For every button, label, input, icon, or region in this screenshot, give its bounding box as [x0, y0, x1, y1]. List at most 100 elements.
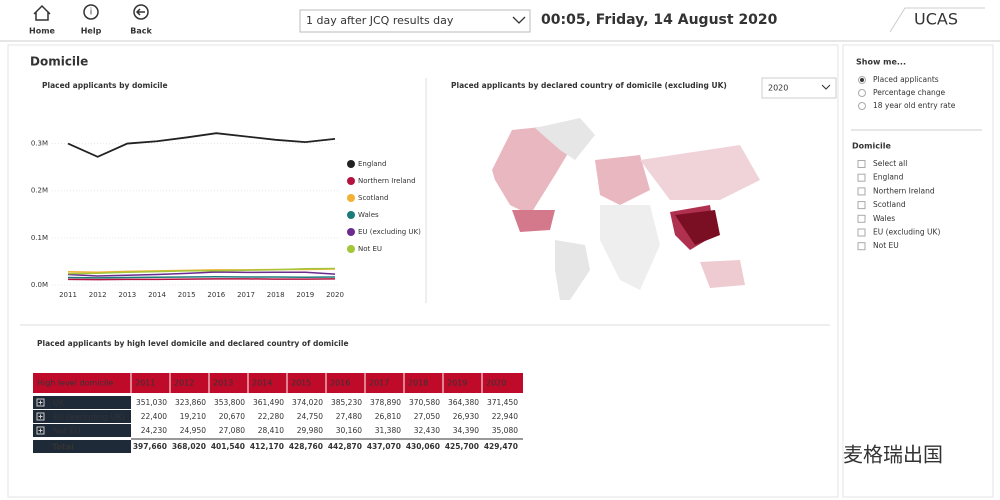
table-cell: 437,070 [367, 442, 401, 451]
table-cell: 323,860 [175, 398, 206, 407]
checkbox-label[interactable]: Scotland [873, 200, 906, 209]
legend-label[interactable]: Wales [358, 211, 379, 219]
checkbox[interactable] [857, 173, 866, 182]
legend-label[interactable]: Not EU [358, 245, 382, 253]
checkbox-label[interactable]: England [873, 173, 904, 182]
x-tick-label: 2017 [237, 291, 255, 299]
table-cell: 361,490 [253, 398, 284, 407]
table-header-cell: 2019 [447, 379, 467, 388]
row-label-bg [33, 424, 131, 437]
table-cell: 351,030 [136, 398, 167, 407]
table-cell: 35,080 [492, 426, 518, 435]
checkbox[interactable] [857, 228, 866, 237]
table-header-cell: 2013 [213, 379, 233, 388]
table-cell: 27,480 [336, 412, 362, 421]
y-tick-label: 0.0M [31, 281, 48, 289]
table-cell: 378,890 [370, 398, 401, 407]
table-cell: 26,930 [453, 412, 479, 421]
checkbox[interactable] [857, 201, 866, 210]
timestamp: 00:05, Friday, 14 August 2020 [541, 12, 778, 28]
legend-marker [347, 211, 355, 219]
nav-label[interactable]: Help [81, 27, 102, 36]
table-title: Placed applicants by high level domicile… [37, 339, 349, 348]
series-line [67, 267, 336, 275]
legend-marker [347, 177, 355, 185]
row-label: Not EU [53, 427, 81, 436]
x-tick-label: 2018 [267, 291, 285, 299]
row-label-bg [33, 396, 131, 409]
table-header-cell: 2012 [174, 379, 194, 388]
africa [600, 205, 660, 290]
table-cell: 401,540 [211, 442, 245, 451]
dropdown[interactable] [299, 9, 531, 33]
table-cell: 374,020 [292, 398, 323, 407]
home-icon[interactable] [33, 4, 51, 21]
table-cell: 429,470 [484, 442, 518, 451]
expand-plus [38, 414, 43, 419]
legend-label[interactable]: Northern Ireland [358, 177, 416, 185]
table-header-bg [33, 373, 523, 393]
radio-label[interactable]: Placed applicants [873, 75, 939, 84]
south-america [555, 240, 590, 300]
row-label: EU (excluding UK) [53, 413, 125, 422]
australia [700, 260, 745, 288]
help-icon[interactable] [83, 4, 99, 20]
nav-label[interactable]: Home [29, 27, 56, 36]
checkbox[interactable] [857, 214, 866, 223]
y-tick-label: 0.2M [31, 187, 48, 195]
expand-toggle[interactable] [36, 426, 45, 435]
radio[interactable] [858, 89, 866, 97]
table-cell: 22,400 [141, 412, 167, 421]
table-cell: 22,280 [258, 412, 284, 421]
radio-label[interactable]: 18 year old entry rate [873, 101, 956, 110]
table-cell: 27,050 [414, 412, 440, 421]
x-tick-label: 2016 [207, 291, 225, 299]
checkbox-label[interactable]: Wales [873, 214, 895, 223]
logo-frame [889, 7, 985, 33]
radio[interactable] [858, 102, 866, 110]
checkbox[interactable] [857, 242, 866, 251]
table-cell: 442,870 [328, 442, 362, 451]
checkbox-label[interactable]: Not EU [873, 241, 899, 250]
expand-plus [38, 428, 43, 433]
table-cell: 370,580 [409, 398, 440, 407]
sidebar-title: Domicile [852, 142, 891, 151]
expand-toggle[interactable] [36, 412, 45, 421]
checkbox-label[interactable]: Northern Ireland [873, 186, 935, 195]
checkbox-label[interactable]: Select all [873, 159, 907, 168]
legend-marker [347, 194, 355, 202]
row-label: UK [53, 399, 65, 408]
sidebar-panel [842, 44, 994, 498]
x-tick-label: 2014 [148, 291, 166, 299]
legend-marker [347, 245, 355, 253]
logo: UCAS [914, 10, 958, 29]
checkbox[interactable] [857, 187, 866, 196]
legend-label[interactable]: England [358, 160, 386, 168]
watermark: 麦格瑞出国 [843, 443, 943, 467]
north-america [492, 125, 570, 215]
nav-label[interactable]: Back [130, 27, 152, 36]
radio-label[interactable]: Percentage change [873, 88, 946, 97]
sidebar-title: Show me... [856, 58, 906, 67]
checkbox[interactable] [857, 160, 866, 168]
year-dropdown[interactable] [761, 77, 837, 99]
checkbox-label[interactable]: EU (excluding UK) [873, 228, 940, 237]
expand-toggle[interactable] [36, 398, 45, 407]
table-cell: 20,670 [219, 412, 245, 421]
table-header-cell: 2018 [408, 379, 428, 388]
table-cell: 27,080 [219, 426, 245, 435]
legend-marker [347, 160, 355, 168]
china [675, 210, 720, 245]
table-cell: 364,380 [448, 398, 479, 407]
legend-label[interactable]: Scotland [358, 194, 388, 202]
map-title: Placed applicants by declared country of… [451, 81, 727, 90]
table-cell: 32,430 [414, 426, 440, 435]
radio-dot [860, 78, 864, 82]
table-header-cell: 2015 [291, 379, 311, 388]
back-arrow [135, 8, 145, 16]
legend-label[interactable]: EU (excluding UK) [358, 228, 421, 236]
back-icon[interactable] [133, 4, 149, 20]
row-label-bg [33, 410, 131, 423]
table-cell: 24,230 [141, 426, 167, 435]
